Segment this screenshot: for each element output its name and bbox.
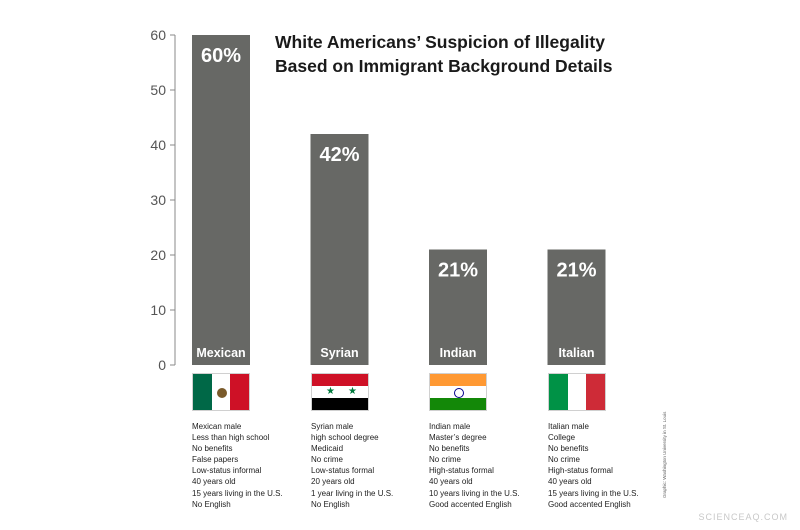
profile-detail: 15 years living in the U.S. <box>548 488 639 498</box>
profile-detail: Good accented English <box>548 499 631 509</box>
india-flag-green-stripe <box>430 397 486 410</box>
watermark: SCIENCEAQ.COM <box>698 512 788 522</box>
italy-flag <box>548 373 606 411</box>
italy-flag-white-stripe <box>567 374 587 410</box>
bar-value-label: 42% <box>319 144 359 166</box>
profile-detail: 15 years living in the U.S. <box>192 488 283 498</box>
profile-detail: High-status formal <box>429 466 494 476</box>
indian-profile-details: Indian male Master’s degree No benefits … <box>429 421 547 510</box>
bars: 60% Mexican 42% Syrian 21% Indian 21% Italian <box>192 35 606 365</box>
mexico-flag-red-stripe <box>230 374 249 410</box>
y-tick-label: 60 <box>150 27 166 43</box>
profile-detail: 20 years old <box>311 477 355 487</box>
y-tick-label: 50 <box>150 82 166 98</box>
profile-detail: Syrian male <box>311 422 354 431</box>
star-icon: ★ <box>326 386 335 397</box>
bar-category-label: Mexican <box>196 346 245 360</box>
profile-detail: No crime <box>548 455 581 465</box>
bar-italian <box>547 249 606 365</box>
bar-syrian <box>310 134 369 365</box>
bar-category-label: Syrian <box>320 346 358 360</box>
syria-flag-white-stripe <box>312 385 368 398</box>
profile-detail: Mexican male <box>192 422 242 431</box>
mexican-profile-details: Mexican male Less than high school No be… <box>192 421 310 510</box>
ashoka-chakra-icon <box>454 388 464 398</box>
profile-detail: 40 years old <box>192 477 236 487</box>
profile-detail: 1 year living in the U.S. <box>311 488 394 498</box>
bar-category-label: Indian <box>440 346 477 360</box>
graphic-credit: Graphic: Washington University in St. Lo… <box>662 411 667 498</box>
profile-detail: College <box>548 433 576 443</box>
star-icon: ★ <box>348 386 357 397</box>
bar-value-label: 21% <box>556 260 596 282</box>
bar-value-label: 60% <box>201 45 241 67</box>
profile-detail: 40 years old <box>548 477 592 487</box>
profile-detail: Master’s degree <box>429 433 487 443</box>
syria-flag-red-stripe <box>312 374 368 387</box>
profile-detail: False papers <box>192 455 239 465</box>
profile-detail: Indian male <box>429 422 471 431</box>
profile-detail: No benefits <box>548 444 589 454</box>
bar-indian <box>429 249 487 365</box>
italy-flag-green-stripe <box>549 374 568 410</box>
profile-detail: Italian male <box>548 422 589 431</box>
profile-detail: No English <box>192 499 231 509</box>
chart-title-line-2: Based on Immigrant Background Details <box>275 56 613 76</box>
profile-detail: High-status formal <box>548 466 613 476</box>
italian-profile-details: Italian male College No benefits No crim… <box>548 421 666 510</box>
profile-detail: high school degree <box>311 433 379 443</box>
mexico-eagle-emblem-icon <box>217 388 227 398</box>
profile-detail: No crime <box>429 455 462 465</box>
profile-detail: Low-status informal <box>192 466 262 476</box>
india-flag-saffron-stripe <box>430 374 486 387</box>
y-tick-label: 0 <box>158 357 166 373</box>
india-flag <box>429 373 487 411</box>
italy-flag-red-stripe <box>586 374 605 410</box>
y-tick-label: 40 <box>150 137 166 153</box>
profile-detail: Low-status formal <box>311 466 375 476</box>
profile-detail: Less than high school <box>192 433 270 443</box>
y-tick-label: 30 <box>150 192 166 208</box>
bar-value-label: 21% <box>438 260 478 282</box>
profile-detail: No benefits <box>192 444 233 454</box>
profile-detail: Medicaid <box>311 444 344 454</box>
syrian-profile-details: Syrian male high school degree Medicaid … <box>311 421 429 510</box>
y-tick-label: 10 <box>150 302 166 318</box>
profile-detail: No benefits <box>429 444 470 454</box>
mexico-flag <box>192 373 250 411</box>
profile-detail: No crime <box>311 455 344 465</box>
profile-detail: No English <box>311 499 350 509</box>
bar-chart: 0 10 20 30 40 50 60 60% Mexican 42% Syrian 21% Indi… <box>150 27 613 373</box>
syria-flag: ★ ★ <box>311 373 369 411</box>
chart-title-line-1: White Americans’ Suspicion of Illegality <box>275 32 605 52</box>
bar-category-label: Italian <box>558 346 594 360</box>
y-tick-label: 20 <box>150 247 166 263</box>
bar-mexican <box>192 35 250 365</box>
profile-detail: 40 years old <box>429 477 473 487</box>
syria-flag-black-stripe <box>312 397 368 410</box>
profile-detail: Good accented English <box>429 499 512 509</box>
y-axis: 0 10 20 30 40 50 60 <box>150 27 176 373</box>
mexico-flag-green-stripe <box>193 374 212 410</box>
profile-detail: 10 years living in the U.S. <box>429 488 520 498</box>
